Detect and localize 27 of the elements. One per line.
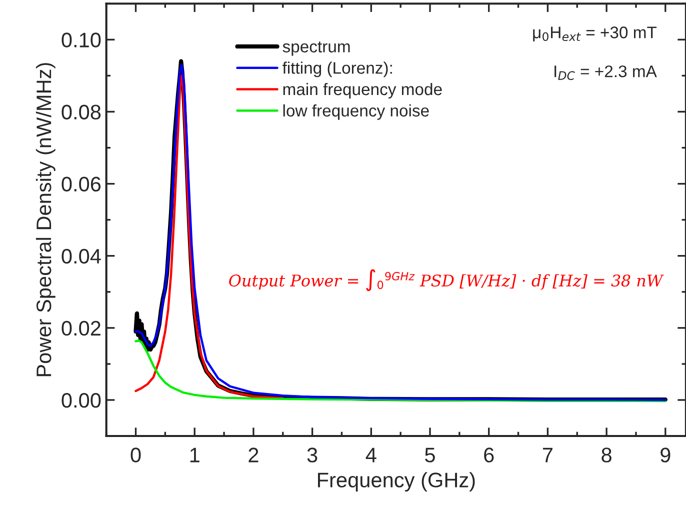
legend-label: spectrum <box>282 42 350 56</box>
y-tick-label: 0.02 <box>62 320 100 336</box>
legend-label: main frequency mode <box>283 82 442 99</box>
legend-label: fitting (Lorenz): <box>282 62 392 78</box>
legend-label: low frequency noise <box>283 104 429 120</box>
x-tick-label: 9 <box>660 448 670 462</box>
y-axis-title: Power Spectral Density (nW/MHz) <box>36 63 56 376</box>
annotation: Output Power = ∫$_{0}$$^{9GHz}$ PSD [W/Hz] · df [Hz] = 38 nW <box>229 269 664 292</box>
y-tick-label: 0.04 <box>62 248 101 264</box>
line-series <box>134 339 667 402</box>
line-series <box>134 74 284 400</box>
x-tick-label: 4 <box>366 448 376 462</box>
x-tick-label: 0 <box>130 448 141 462</box>
y-tick-label: 0.08 <box>62 104 101 120</box>
x-axis-title: Frequency (GHz) <box>318 472 475 492</box>
x-tick-label: 7 <box>542 448 552 462</box>
x-tick-label: 1 <box>190 448 200 462</box>
x-tick-label: 2 <box>248 448 258 462</box>
x-tick-label: 3 <box>307 448 318 462</box>
y-tick-label: 0.00 <box>62 392 101 408</box>
x-tick-label: 8 <box>602 448 612 462</box>
annotation: I$_{DC}$ = +2.3 mA <box>554 65 657 80</box>
x-tick-label: 6 <box>484 448 494 462</box>
y-tick-label: 0.10 <box>62 32 101 48</box>
x-tick-label: 5 <box>425 448 435 462</box>
y-tick-label: 0.06 <box>62 176 101 192</box>
annotation: μ$_{0}$H$_{ext}$ = +30 mT <box>533 26 657 42</box>
